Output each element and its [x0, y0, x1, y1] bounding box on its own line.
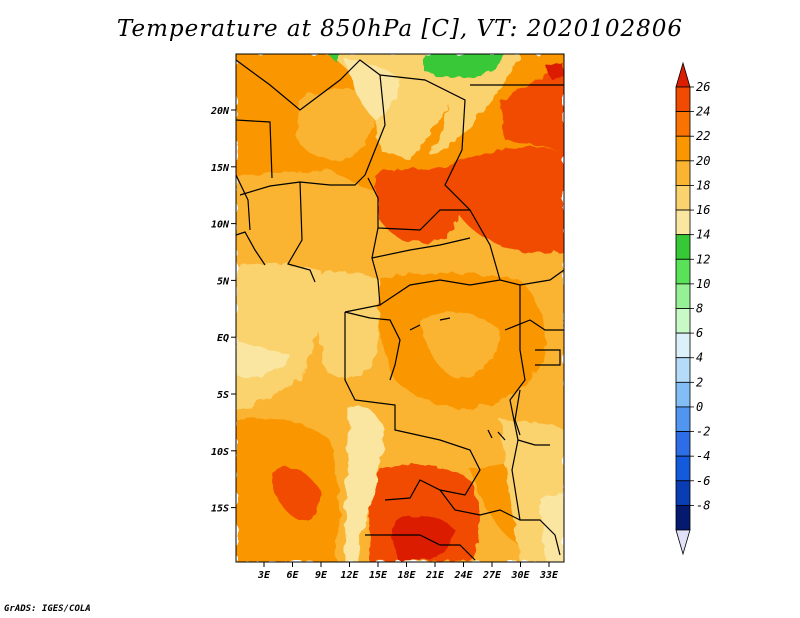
colorbar-segment [675, 431, 691, 457]
colorbar-top-arrow [675, 61, 691, 88]
colorbar-label: 10 [696, 277, 710, 291]
lon-tick-label: 33E [539, 570, 559, 581]
longitude-ticks: 3E 6E 9E 12E 15E 18E 21E 24E 27E 30E 33E [257, 562, 559, 581]
colorbar-label: 12 [696, 252, 710, 266]
map-title: Temperature at 850hPa [C], VT: 202010280… [116, 16, 684, 42]
colorbar-label: 16 [696, 203, 710, 217]
colorbar-segment [675, 209, 691, 236]
colorbar-segment [675, 406, 691, 432]
lon-tick-label: 6E [286, 570, 299, 581]
colorbar-segment [675, 332, 691, 359]
colorbar-segment [675, 111, 691, 137]
lat-tick-label: 15N [211, 163, 230, 174]
country-borders [236, 59, 564, 561]
lat-tick-label: EQ [217, 333, 229, 344]
colorbar-label: 14 [696, 228, 710, 242]
colorbar-label: 8 [696, 302, 703, 316]
colorbar-label: 4 [696, 351, 703, 365]
colorbar-segment [675, 455, 691, 482]
colorbar-segment [675, 480, 691, 506]
colorbar-label: 26 [696, 80, 710, 94]
colorbar-label: -8 [696, 498, 710, 512]
colorbar-segment [675, 185, 691, 211]
lon-tick-label: 3E [257, 570, 271, 581]
colorbar-label: 20 [696, 154, 710, 168]
lon-tick-label: 18E [397, 570, 416, 581]
lon-tick-label: 12E [340, 570, 359, 581]
colorbar-segment [675, 234, 691, 260]
colorbar-segment [675, 381, 691, 408]
colorbar-bottom-arrow [675, 529, 691, 556]
colorbar-label: 18 [696, 178, 710, 192]
lat-tick-label: 5S [217, 390, 229, 401]
colorbar-label: 0 [696, 400, 703, 414]
lat-tick-label: 15S [211, 504, 229, 515]
colorbar-label: -2 [696, 425, 710, 439]
lat-tick-label: 10N [211, 220, 230, 231]
colorbar-segment [675, 283, 691, 309]
colorbar-segment [675, 135, 691, 162]
lat-tick-label: 20N [210, 106, 230, 117]
lon-tick-label: 21E [425, 570, 445, 581]
lon-tick-label: 27E [482, 570, 502, 581]
colorbar-label: 6 [696, 326, 703, 340]
colorbar-segment [675, 308, 691, 334]
lon-tick-label: 30E [510, 570, 530, 581]
colorbar-label: -4 [696, 449, 710, 463]
lon-tick-label: 15E [369, 570, 388, 581]
lat-tick-label: 10S [211, 447, 229, 458]
lon-tick-label: 24E [453, 570, 473, 581]
colorbar-segment [675, 258, 691, 285]
colorbar-label: 2 [696, 375, 703, 389]
lon-tick-label: 9E [315, 570, 328, 581]
latitude-ticks: 20N 15N 10N 5N EQ 5S 10S 15S [210, 106, 236, 515]
colorbar-label: -6 [696, 474, 710, 488]
colorbar-segment [675, 86, 691, 113]
grads-credit: GrADS: IGES/COLA [4, 604, 91, 614]
colorbar-segment [675, 504, 691, 531]
lat-tick-label: 5N [217, 276, 230, 287]
colorbar-label: 24 [696, 105, 710, 119]
colorbar-segment [675, 160, 691, 186]
temperature-field [236, 54, 564, 562]
colorbar-segment [675, 357, 691, 383]
map-frame [235, 53, 565, 563]
colorbar-label: 22 [696, 129, 710, 143]
